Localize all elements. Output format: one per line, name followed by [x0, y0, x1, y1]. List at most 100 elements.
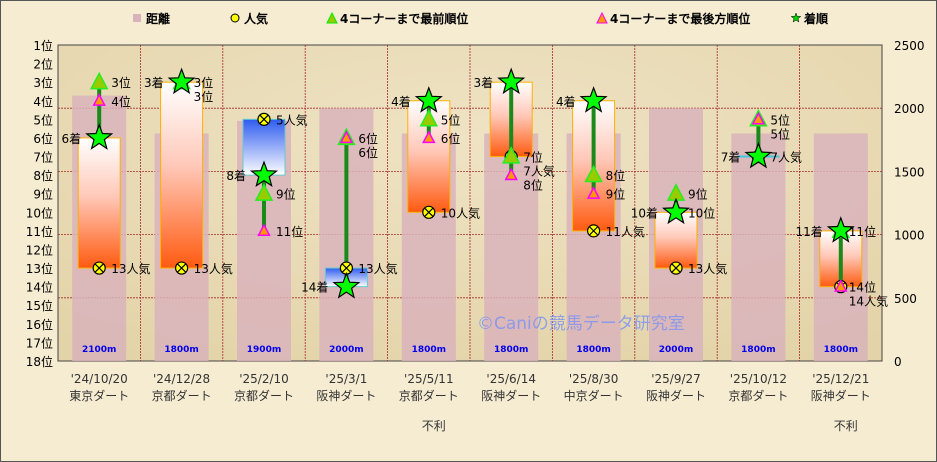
distance-label: 1800m	[741, 345, 775, 355]
y-left-tick: 8位	[33, 168, 53, 183]
popularity-x-icon	[341, 263, 351, 273]
finish-marker	[167, 67, 196, 95]
race-course-label: 京都ダート	[152, 388, 212, 403]
race-group: 1800m 4着 8位 9位 11人気 '25/8/30 中京ダート	[556, 86, 645, 403]
race-course-label: 京都ダート	[399, 388, 459, 403]
popularity-label: 11人気	[606, 224, 645, 239]
race-course-label: 京都ダート	[728, 388, 788, 403]
y-left-tick: 10位	[26, 205, 53, 220]
finish-marker	[661, 197, 691, 225]
front-position-marker	[419, 108, 439, 127]
legend-label: 人気	[244, 11, 268, 26]
rear-position-label: 4位	[111, 94, 131, 109]
race-course-label: 阪神ダート	[316, 388, 376, 403]
rear-position-marker	[92, 93, 106, 106]
front-position-label: 5位	[770, 112, 790, 127]
rank-bar-outperform	[77, 137, 121, 269]
y-left-tick: 13位	[26, 261, 53, 276]
y-left-tick: 18位	[26, 354, 53, 369]
legend-front-triangle-icon	[326, 11, 338, 24]
race-date-label: '25/6/14	[486, 372, 536, 386]
race-date-label: '25/12/21	[812, 372, 869, 386]
finish-label: 6着	[62, 131, 82, 146]
rear-position-label: 6位	[358, 145, 378, 160]
legend-rear-triangle-icon	[596, 11, 608, 24]
race-group: 2100m 6着 3位 4位 13人気 '24/10/20 東京ダート	[62, 71, 150, 403]
y-left-tick: 16位	[26, 317, 53, 332]
race-course-label: 阪神ダート	[481, 388, 541, 403]
finish-label: 4着	[556, 94, 576, 109]
rear-position-marker	[339, 130, 354, 144]
popularity-label: 7人気	[523, 164, 555, 179]
finish-marker	[744, 141, 773, 169]
distance-label: 1800m	[576, 345, 610, 355]
finish-label: 8着	[226, 168, 246, 183]
finish-marker	[497, 67, 526, 95]
front-position-label: 5位	[441, 112, 461, 127]
rear-position-label: 9位	[606, 187, 626, 202]
rear-position-label: 5位	[770, 126, 790, 141]
race-date-label: '25/9/27	[651, 372, 701, 386]
y-right-tick: 0	[894, 355, 902, 369]
rear-position-label: 8位	[523, 178, 543, 193]
race-course-label: 阪神ダート	[646, 388, 706, 403]
legend-star-icon	[790, 12, 802, 23]
rear-position-label: 6位	[441, 131, 461, 146]
rank-bar-outperform	[160, 81, 204, 269]
popularity-label: 10人気	[441, 205, 480, 220]
front-position-label: 6位	[358, 131, 378, 146]
y-left-tick: 9位	[33, 187, 53, 202]
race-date-label: '25/3/1	[325, 372, 367, 386]
popularity-label: 13人気	[358, 261, 397, 276]
rear-position-marker	[257, 223, 271, 237]
rear-position-label: 10位	[688, 205, 715, 220]
distance-label: 2000m	[659, 345, 693, 355]
front-position-label: 9位	[276, 187, 296, 202]
front-position-marker	[584, 164, 603, 183]
race-course-label: 阪神ダート	[811, 388, 871, 403]
legend: 距離 人気 4コーナーまで最前順位 4コーナーまで最後方順位 着順	[133, 11, 829, 26]
finish-marker	[826, 216, 855, 243]
rear-position-marker	[586, 186, 601, 199]
watermark: ©Caniの競馬データ研究室	[477, 313, 685, 334]
finish-label: 7着	[721, 150, 741, 165]
y-right-tick: 2000	[894, 102, 925, 116]
distance-label: 1800m	[164, 345, 198, 355]
popularity-x-icon	[259, 114, 269, 124]
legend-label: 着順	[803, 11, 829, 26]
popularity-x-icon	[424, 207, 434, 217]
popularity-label: 13人気	[111, 261, 150, 276]
y-right-tick: 1500	[894, 165, 925, 179]
distance-label: 1800m	[494, 345, 528, 355]
finish-marker	[249, 160, 279, 187]
rank-bar-outperform	[654, 211, 698, 269]
distance-label: 2100m	[82, 345, 116, 355]
finish-marker	[85, 123, 114, 150]
front-position-marker	[89, 71, 109, 90]
front-position-label: 11位	[849, 224, 876, 239]
distance-label: 1900m	[247, 345, 281, 355]
race-course-label: 中京ダート	[564, 388, 624, 403]
y-left-tick: 12位	[26, 242, 53, 257]
y-left-tick: 17位	[26, 335, 53, 350]
legend-label: 距離	[146, 11, 170, 26]
rear-position-marker	[422, 130, 436, 144]
y-right-tick: 500	[894, 292, 917, 306]
axes: 1位 2位 3位 4位 5位 6位 7位 8位 9位 10位 11位 12位 13位 14位 15位 16位 1…	[26, 38, 925, 369]
popularity-label: 13人気	[194, 261, 233, 276]
y-left-tick: 3位	[33, 75, 53, 90]
y-left-tick: 7位	[33, 150, 53, 165]
race-course-label: 東京ダート	[69, 388, 129, 403]
race-note-label: 不利	[834, 419, 858, 433]
y-right-tick: 1000	[894, 229, 925, 243]
race-date-label: '24/12/28	[153, 372, 210, 386]
finish-label: 11着	[796, 224, 823, 239]
y-left-tick: 11位	[26, 224, 53, 239]
finish-marker	[414, 86, 443, 113]
rear-position-marker	[504, 167, 518, 181]
popularity-label: 13人気	[688, 261, 727, 276]
